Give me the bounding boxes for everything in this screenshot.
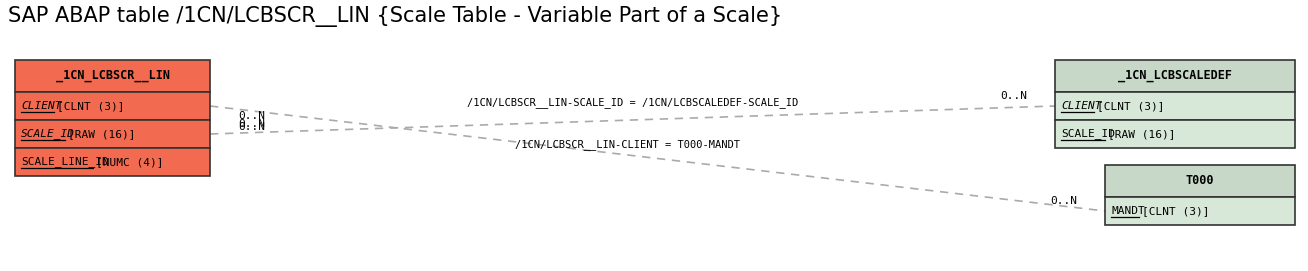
- Text: /1CN/LCBSCR__LIN-SCALE_ID = /1CN/LCBSCALEDEF-SCALE_ID: /1CN/LCBSCR__LIN-SCALE_ID = /1CN/LCBSCAL…: [467, 97, 798, 108]
- Text: SCALE_ID: SCALE_ID: [21, 128, 75, 140]
- Text: SCALE_LINE_ID: SCALE_LINE_ID: [21, 157, 109, 167]
- Text: [CLNT (3)]: [CLNT (3)]: [1142, 206, 1209, 216]
- FancyBboxPatch shape: [14, 148, 211, 176]
- FancyBboxPatch shape: [14, 120, 211, 148]
- FancyBboxPatch shape: [14, 60, 211, 92]
- Text: [NUMC (4)]: [NUMC (4)]: [95, 157, 164, 167]
- FancyBboxPatch shape: [1056, 120, 1295, 148]
- Text: 0..N: 0..N: [238, 119, 266, 129]
- Text: [RAW (16)]: [RAW (16)]: [1108, 129, 1176, 139]
- FancyBboxPatch shape: [1056, 92, 1295, 120]
- Text: CLIENT: CLIENT: [21, 101, 61, 111]
- Text: [RAW (16)]: [RAW (16)]: [68, 129, 136, 139]
- Text: CLIENT: CLIENT: [1061, 101, 1101, 111]
- Text: [CLNT (3)]: [CLNT (3)]: [1097, 101, 1164, 111]
- Text: 0..N: 0..N: [1050, 196, 1076, 206]
- Text: MANDT: MANDT: [1110, 206, 1144, 216]
- Text: SCALE_ID: SCALE_ID: [1061, 128, 1114, 140]
- Text: 0..N: 0..N: [1001, 91, 1027, 101]
- FancyBboxPatch shape: [1056, 60, 1295, 92]
- FancyBboxPatch shape: [1105, 197, 1295, 225]
- Text: [CLNT (3)]: [CLNT (3)]: [58, 101, 124, 111]
- Text: /1CN/LCBSCR__LIN-CLIENT = T000-MANDT: /1CN/LCBSCR__LIN-CLIENT = T000-MANDT: [515, 140, 740, 150]
- Text: SAP ABAP table /1CN/LCBSCR__LIN {Scale Table - Variable Part of a Scale}: SAP ABAP table /1CN/LCBSCR__LIN {Scale T…: [8, 6, 782, 27]
- Text: T000: T000: [1186, 175, 1214, 188]
- Text: 0..N: 0..N: [238, 122, 266, 132]
- Text: _1CN_LCBSCALEDEF: _1CN_LCBSCALEDEF: [1118, 69, 1232, 82]
- Text: 0..N: 0..N: [238, 111, 266, 121]
- FancyBboxPatch shape: [14, 92, 211, 120]
- Text: _1CN_LCBSCR__LIN: _1CN_LCBSCR__LIN: [55, 69, 170, 82]
- FancyBboxPatch shape: [1105, 165, 1295, 197]
